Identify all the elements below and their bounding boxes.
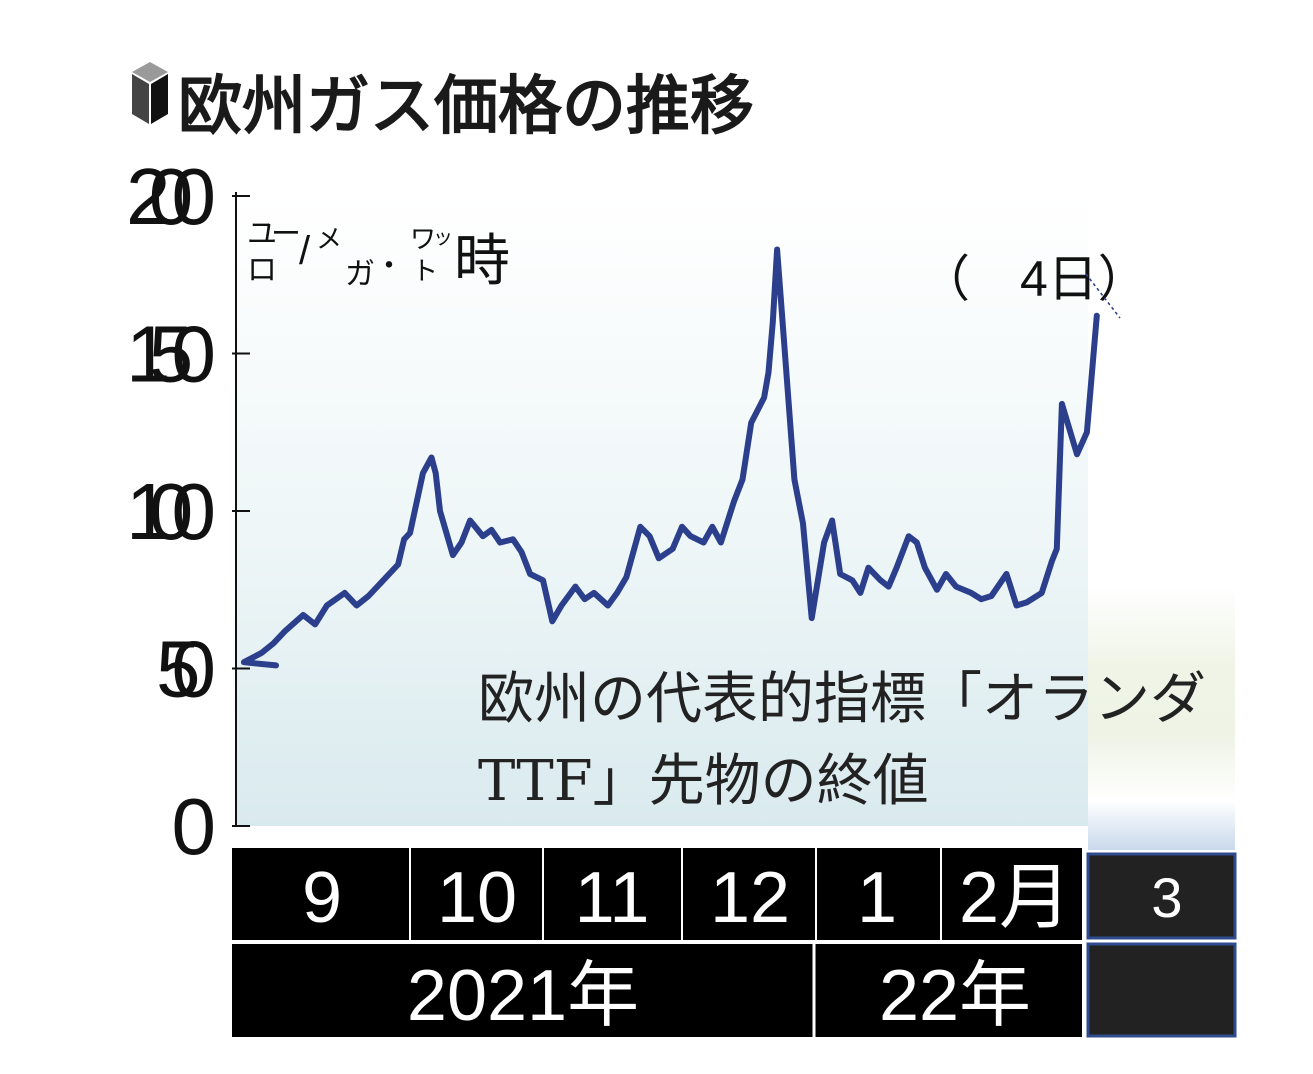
unit-label-tsu: ッ <box>433 227 453 249</box>
year-band <box>232 944 1082 1037</box>
march-year-box <box>1086 942 1237 1038</box>
y-tick-label-150: 150 <box>126 310 216 399</box>
unit-label-dot: ・ <box>374 250 404 283</box>
date-annotation: （ 4日） <box>920 251 1148 307</box>
month-band <box>232 848 1082 940</box>
month-label-2: 10 <box>437 858 517 938</box>
month-label-4: 12 <box>710 858 790 938</box>
unit-label-dash: ー <box>271 218 301 251</box>
y-tick-label-50: 50 <box>156 625 216 714</box>
year-label-22: 22年 <box>879 956 1031 1036</box>
unit-label-slash: / <box>299 229 311 273</box>
note-line-1: 欧州の代表的指標「オランダ <box>478 667 1206 732</box>
month-label-3: 3 <box>1151 866 1182 929</box>
year-label-2021: 2021年 <box>407 956 639 1036</box>
march-month-box <box>1086 852 1237 940</box>
series-line <box>240 246 1100 669</box>
month-label-3: 11 <box>575 858 650 938</box>
y-axis: 0 50 100 150 200 <box>126 152 250 871</box>
plot-area <box>236 192 1088 826</box>
title-icon <box>132 62 168 124</box>
extension-area <box>1088 520 1235 850</box>
unit-label-yu: ユ <box>247 218 277 251</box>
note-line-2: TTF」先物の終値 <box>478 749 929 814</box>
month-label-5: 1 <box>857 858 897 938</box>
unit-label-ga: ガ <box>345 258 375 291</box>
unit-label-ro: ロ <box>247 254 277 287</box>
y-tick-label-200: 200 <box>126 152 216 241</box>
month-label-6: 2月 <box>959 858 1071 938</box>
month-label-1: 9 <box>302 858 342 938</box>
unit-label-wa: ワ <box>410 224 436 254</box>
unit-label: ユ ー ロ / メ ガ ・ ワ ッ ト 時 <box>247 218 510 292</box>
y-tick-label-100: 100 <box>126 467 216 556</box>
unit-label-me: メ <box>316 224 342 254</box>
y-tick-label-0: 0 <box>172 782 217 871</box>
unit-label-to: ト <box>412 256 438 286</box>
month-dividers <box>409 848 942 940</box>
chart-title: 欧州ガス価格の推移 <box>178 70 754 144</box>
unit-label-ji: 時 <box>454 229 510 292</box>
